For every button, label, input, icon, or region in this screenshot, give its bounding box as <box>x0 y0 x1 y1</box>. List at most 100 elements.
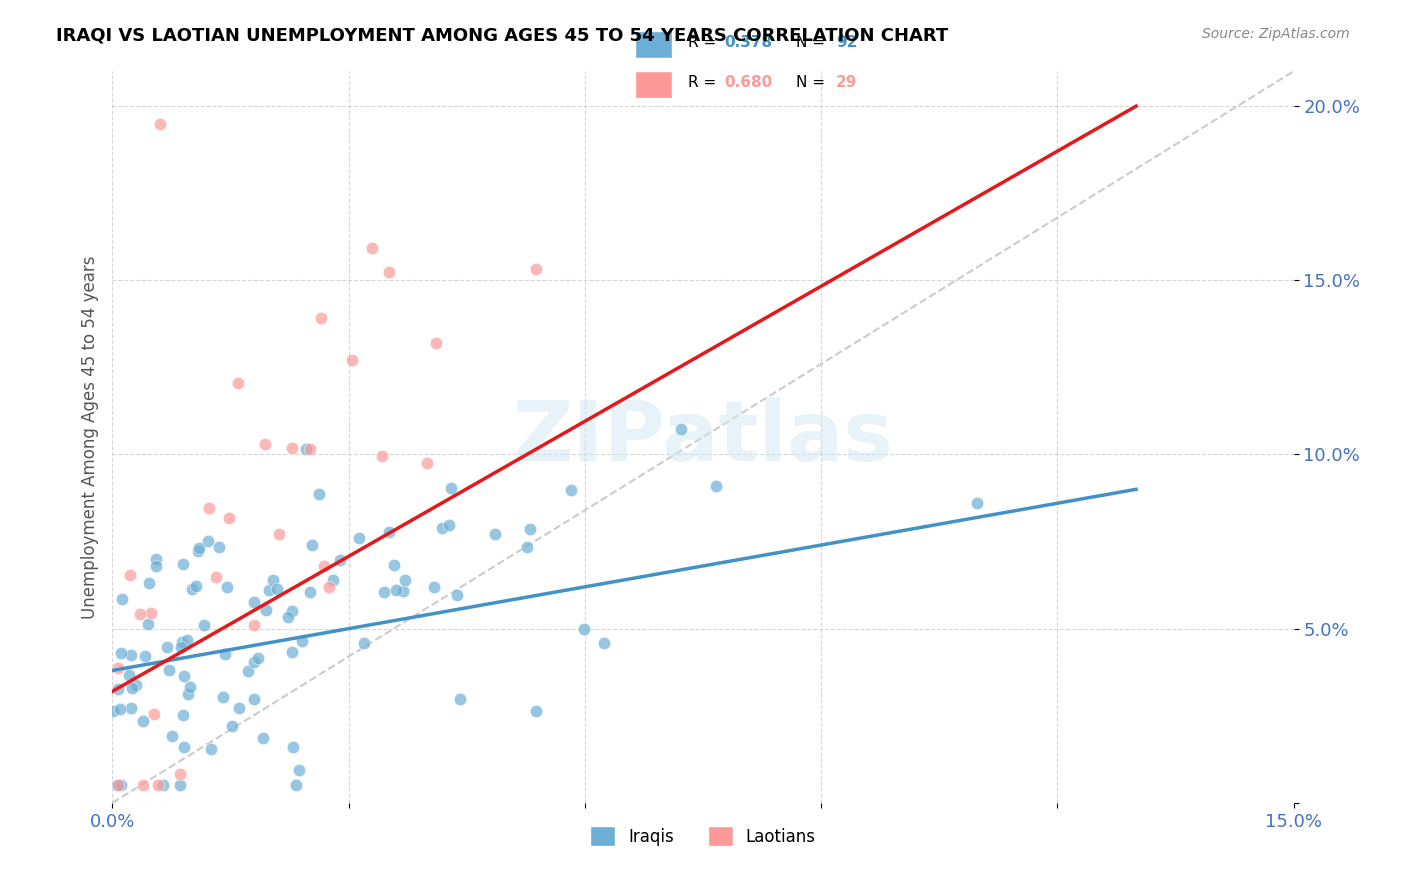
Iraqis <box>228 701 250 715</box>
Laotians <box>226 376 249 390</box>
Laotians <box>143 706 166 721</box>
Iraqis <box>283 739 305 754</box>
Text: N =: N = <box>796 36 830 50</box>
Iraqis <box>430 521 453 535</box>
Text: 0.378: 0.378 <box>724 36 773 50</box>
Laotians <box>312 559 335 574</box>
Laotians <box>107 778 129 792</box>
Laotians <box>281 441 304 455</box>
Iraqis <box>519 522 541 536</box>
Iraqis <box>378 525 401 540</box>
Iraqis <box>295 442 318 457</box>
Iraqis <box>110 778 132 792</box>
Iraqis <box>449 692 471 706</box>
Y-axis label: Unemployment Among Ages 45 to 54 years: Unemployment Among Ages 45 to 54 years <box>80 255 98 619</box>
Iraqis <box>254 603 277 617</box>
Iraqis <box>110 646 132 660</box>
Iraqis <box>373 585 395 599</box>
Iraqis <box>193 618 215 632</box>
Iraqis <box>246 651 269 665</box>
Iraqis <box>187 543 209 558</box>
Iraqis <box>291 634 314 648</box>
Iraqis <box>221 718 243 732</box>
Laotians <box>309 310 332 325</box>
Iraqis <box>208 540 231 554</box>
Laotians <box>269 526 291 541</box>
Iraqis <box>392 584 415 599</box>
Iraqis <box>118 668 141 682</box>
Iraqis <box>125 678 148 692</box>
Iraqis <box>170 634 193 648</box>
Iraqis <box>134 649 156 664</box>
FancyBboxPatch shape <box>636 31 672 58</box>
Iraqis <box>382 558 405 572</box>
Iraqis <box>704 478 727 492</box>
Iraqis <box>197 534 219 549</box>
Iraqis <box>103 704 125 718</box>
Iraqis <box>170 640 193 654</box>
Iraqis <box>180 582 202 596</box>
Iraqis <box>111 591 134 606</box>
Text: R =: R = <box>688 36 721 50</box>
Iraqis <box>145 559 167 574</box>
Iraqis <box>173 739 195 754</box>
Iraqis <box>121 681 143 695</box>
Laotians <box>129 607 152 621</box>
Iraqis <box>105 778 128 792</box>
Iraqis <box>299 585 322 599</box>
Iraqis <box>176 632 198 647</box>
Laotians <box>141 607 163 621</box>
Iraqis <box>394 573 416 587</box>
Iraqis <box>281 645 304 659</box>
Iraqis <box>242 595 264 609</box>
Iraqis <box>301 538 323 552</box>
Laotians <box>526 262 548 277</box>
Laotians <box>370 449 392 463</box>
Iraqis <box>138 576 160 591</box>
Laotians <box>132 778 155 792</box>
Iraqis <box>172 708 194 723</box>
Iraqis <box>280 605 302 619</box>
Laotians <box>197 500 219 515</box>
Legend: Iraqis, Laotians: Iraqis, Laotians <box>583 820 823 853</box>
Iraqis <box>288 763 311 777</box>
Iraqis <box>252 731 274 745</box>
Iraqis <box>349 531 371 545</box>
Iraqis <box>131 714 153 728</box>
Iraqis <box>526 704 548 718</box>
Laotians <box>146 778 169 792</box>
Iraqis <box>439 518 461 533</box>
Iraqis <box>572 622 595 636</box>
Iraqis <box>446 588 468 602</box>
FancyBboxPatch shape <box>636 71 672 98</box>
Iraqis <box>238 664 260 678</box>
Text: 0.680: 0.680 <box>724 76 773 90</box>
Iraqis <box>516 540 538 554</box>
Iraqis <box>329 553 352 567</box>
Iraqis <box>172 557 194 571</box>
Iraqis <box>243 656 266 670</box>
Text: ZIPatlas: ZIPatlas <box>513 397 893 477</box>
Laotians <box>205 570 228 584</box>
Laotians <box>377 265 399 279</box>
Iraqis <box>284 778 307 792</box>
Laotians <box>360 241 382 255</box>
Iraqis <box>169 778 191 792</box>
Iraqis <box>560 483 582 497</box>
Iraqis <box>152 778 174 792</box>
Text: R =: R = <box>688 76 721 90</box>
Text: IRAQI VS LAOTIAN UNEMPLOYMENT AMONG AGES 45 TO 54 YEARS CORRELATION CHART: IRAQI VS LAOTIAN UNEMPLOYMENT AMONG AGES… <box>56 27 949 45</box>
Iraqis <box>669 422 692 436</box>
Iraqis <box>120 648 142 662</box>
Laotians <box>149 117 172 131</box>
Text: 92: 92 <box>837 36 858 50</box>
Iraqis <box>423 580 446 594</box>
Iraqis <box>262 573 284 587</box>
Iraqis <box>136 616 159 631</box>
Text: N =: N = <box>796 76 830 90</box>
Text: 29: 29 <box>837 76 858 90</box>
Laotians <box>120 568 142 582</box>
Laotians <box>218 511 240 525</box>
Iraqis <box>179 681 201 695</box>
Laotians <box>425 336 447 351</box>
